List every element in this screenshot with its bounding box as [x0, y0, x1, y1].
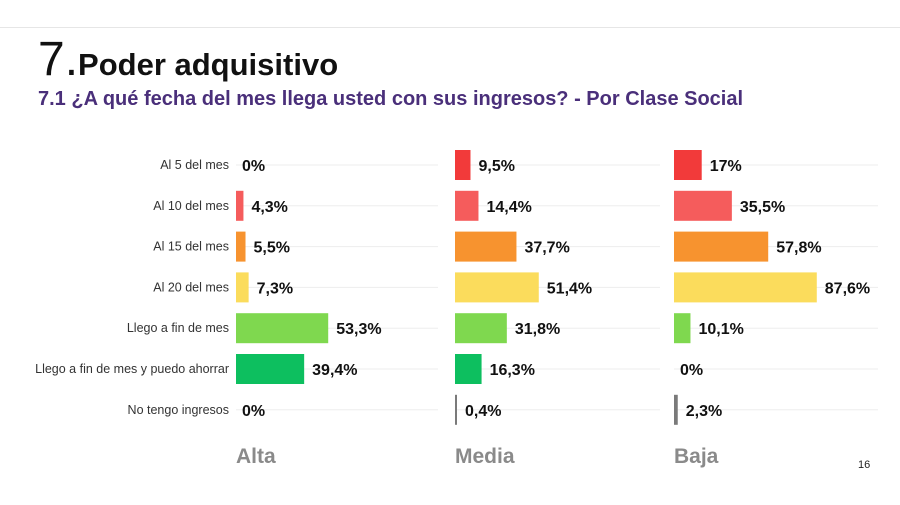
data-label: 53,3%	[336, 321, 381, 338]
data-label: 0%	[242, 403, 265, 420]
bar	[236, 272, 249, 303]
bar	[455, 394, 457, 425]
category-label: No tengo ingresos	[128, 403, 229, 417]
bar	[674, 231, 769, 262]
data-label: 2,3%	[686, 403, 722, 420]
bar	[455, 231, 517, 262]
bar	[674, 313, 691, 344]
bar	[455, 150, 471, 180]
category-label: Llego a fin de mes y puedo ahorrar	[35, 362, 229, 376]
bar	[455, 190, 479, 221]
top-divider	[0, 27, 900, 28]
data-label: 10,1%	[698, 321, 743, 338]
bar	[236, 313, 329, 344]
title-number: 7.	[38, 33, 79, 86]
bar	[236, 231, 246, 262]
data-label: 87,6%	[825, 280, 870, 297]
page-title: 7.Poder adquisitivo	[38, 32, 339, 86]
bar	[674, 150, 702, 180]
data-label: 9,5%	[478, 158, 514, 175]
series-label: Alta	[236, 445, 276, 468]
category-label: Al 20 del mes	[153, 280, 229, 294]
data-label: 7,3%	[257, 280, 293, 297]
series-label: Baja	[674, 445, 719, 468]
bar	[236, 354, 305, 384]
bar	[236, 190, 244, 221]
page-number: 16	[858, 459, 871, 471]
bar	[455, 313, 507, 344]
data-label: 0,4%	[465, 403, 501, 420]
data-label: 37,7%	[524, 240, 569, 257]
data-label: 35,5%	[740, 199, 785, 216]
data-label: 5,5%	[254, 240, 290, 257]
data-label: 16,3%	[490, 362, 535, 379]
category-label: Al 15 del mes	[153, 240, 229, 254]
data-label: 17%	[710, 158, 742, 175]
bar	[674, 272, 817, 303]
category-label: Al 5 del mes	[160, 158, 229, 172]
data-label: 4,3%	[251, 199, 287, 216]
data-label: 39,4%	[312, 362, 357, 379]
data-label: 14,4%	[486, 199, 531, 216]
data-label: 0%	[242, 158, 265, 175]
data-label: 57,8%	[776, 240, 821, 257]
series-label: Media	[455, 445, 515, 468]
title-text: Poder adquisitivo	[78, 47, 339, 82]
bar	[455, 272, 539, 303]
category-label: Llego a fin de mes	[127, 321, 229, 335]
bar	[455, 354, 482, 384]
data-label: 51,4%	[547, 280, 592, 297]
bar	[674, 190, 732, 221]
bar	[674, 394, 678, 425]
category-label: Al 10 del mes	[153, 199, 229, 213]
data-label: 0%	[680, 362, 703, 379]
chart-subtitle: 7.1 ¿A qué fecha del mes llega usted con…	[38, 88, 744, 110]
data-label: 31,8%	[515, 321, 560, 338]
